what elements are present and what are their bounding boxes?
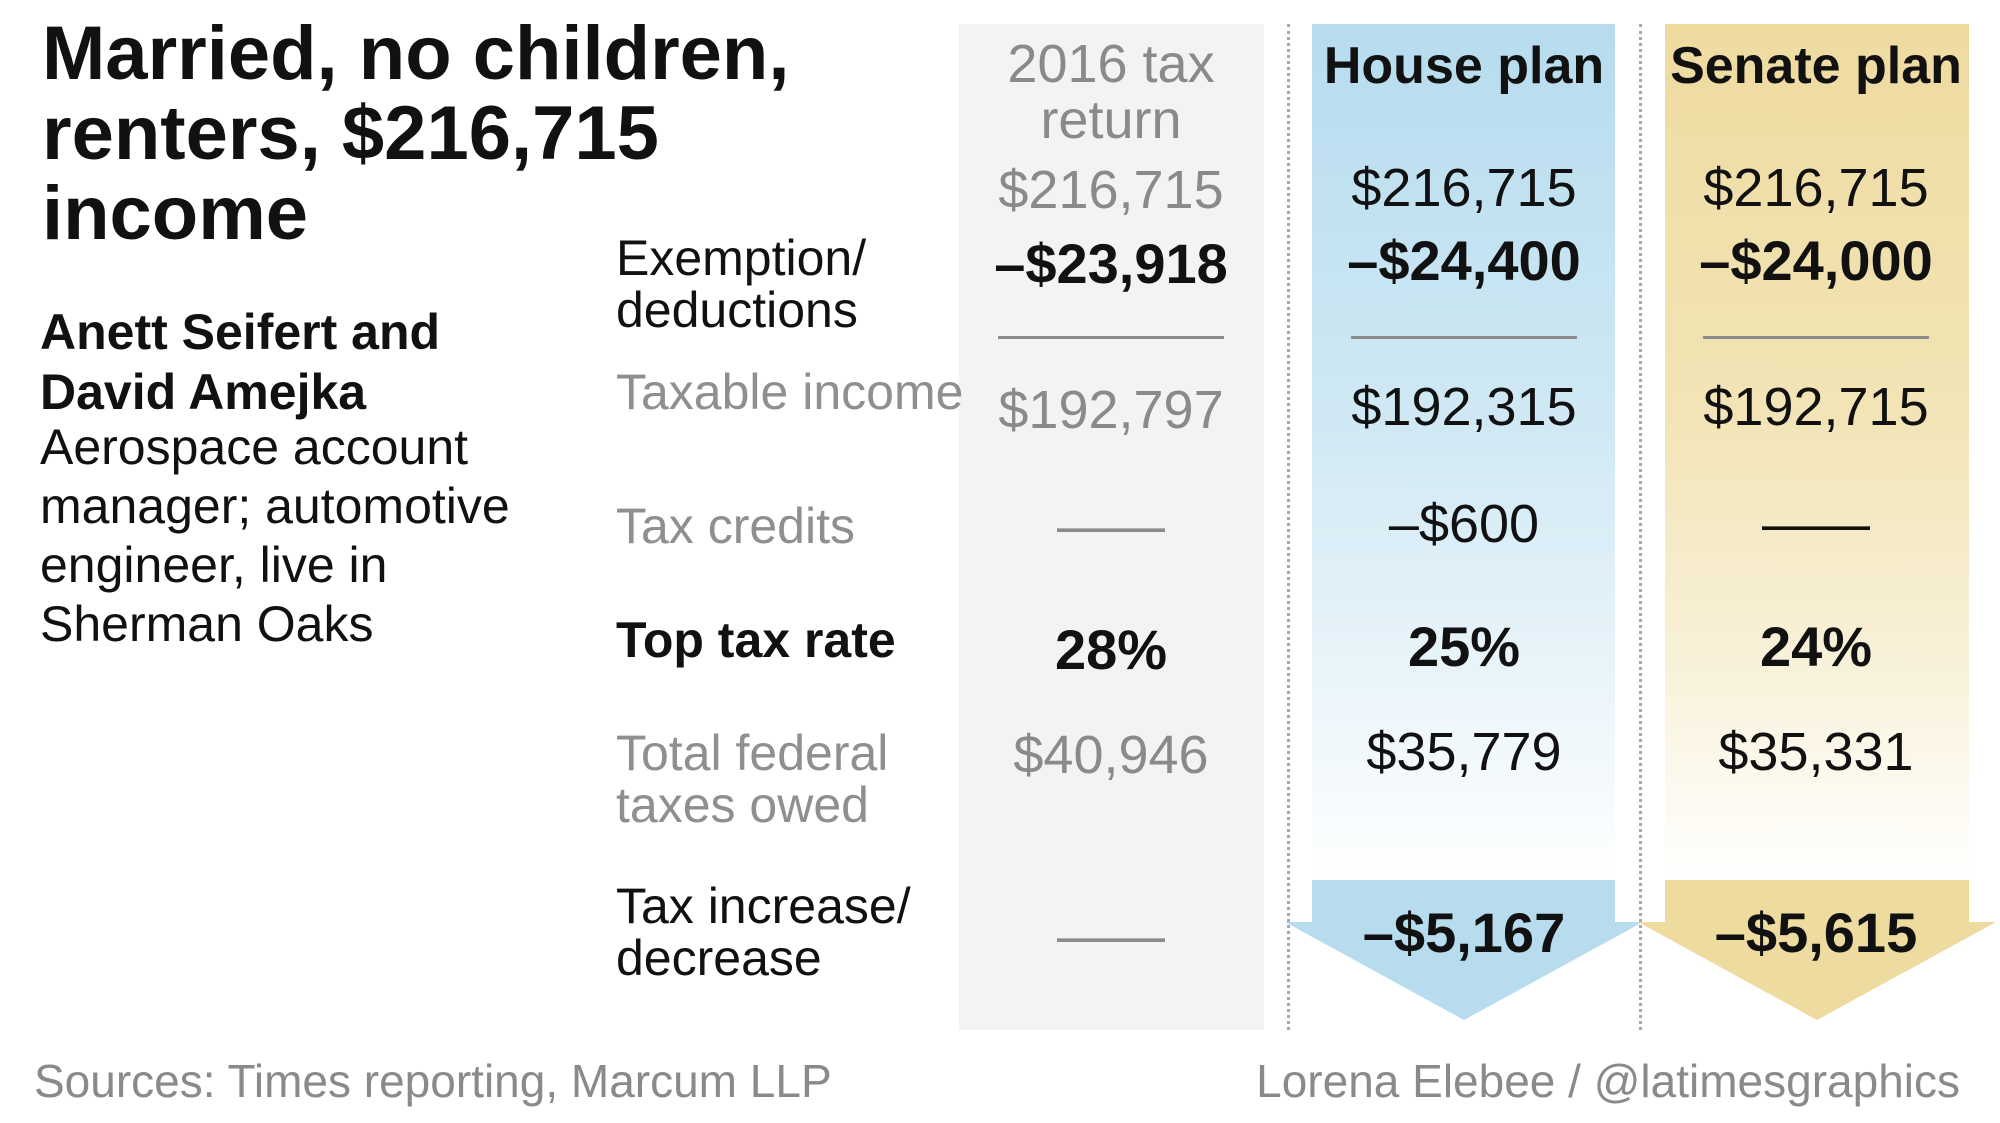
cell-deductions-2016: –$23,918 — [994, 232, 1228, 295]
cell-income-senate: $216,715 — [1703, 158, 1929, 218]
cell-deductions-senate: –$24,000 — [1699, 229, 1933, 292]
house-arrow — [1285, 880, 1643, 1020]
senate-arrow-shape — [1638, 880, 1996, 1020]
column-background-2016 — [959, 24, 1264, 1030]
cell-taxes-2016: $40,946 — [1013, 725, 1209, 785]
cell-rate-house: 25% — [1407, 615, 1521, 678]
column-header-2016: 2016 tax return — [1007, 34, 1215, 150]
column-header-senate: Senate plan — [1670, 37, 1962, 95]
cell-credits-house: –$600 — [1388, 494, 1540, 554]
column-divider-2 — [1639, 24, 1642, 1030]
cell-income-house: $216,715 — [1351, 158, 1577, 218]
sum-rule-2016 — [998, 336, 1224, 339]
sum-rule-house — [1351, 336, 1577, 339]
people-names: Anett Seifert and David Amejka — [40, 304, 441, 420]
cell-taxable-senate: $192,715 — [1703, 377, 1929, 437]
column-header-house: House plan — [1323, 37, 1605, 95]
row-label-total-taxes: Total federal taxes owed — [616, 725, 889, 833]
column-background-house — [1312, 24, 1615, 884]
cell-taxes-house: $35,779 — [1366, 722, 1562, 782]
row-label-tax-credits: Tax credits — [616, 498, 855, 554]
sum-rule-senate — [1703, 336, 1929, 339]
cell-income-2016: $216,715 — [998, 160, 1224, 220]
cell-taxable-house: $192,315 — [1351, 377, 1577, 437]
cell-rate-senate: 24% — [1759, 615, 1873, 678]
row-label-deductions: Exemption/ deductions — [616, 230, 867, 338]
cell-change-2016: —— — [1057, 906, 1165, 966]
row-label-taxable-income: Taxable income — [616, 364, 964, 420]
cell-change-senate: –$5,615 — [1714, 901, 1918, 964]
cell-taxable-2016: $192,797 — [998, 380, 1224, 440]
cell-credits-2016: —— — [1057, 496, 1165, 556]
sources-note: Sources: Times reporting, Marcum LLP — [34, 1055, 832, 1107]
chart-title: Married, no children, renters, $216,715 … — [42, 11, 790, 256]
cell-change-house: –$5,167 — [1362, 901, 1566, 964]
column-divider-1 — [1287, 24, 1290, 1030]
occupation-text: Aerospace account manager; automotive en… — [40, 419, 510, 652]
cell-credits-senate: —— — [1762, 494, 1870, 554]
cell-deductions-house: –$24,400 — [1347, 229, 1581, 292]
credit-line: Lorena Elebee / @latimesgraphics — [1256, 1055, 1960, 1107]
column-background-senate — [1665, 24, 1969, 884]
row-label-top-tax-rate: Top tax rate — [616, 612, 896, 668]
house-arrow-shape — [1285, 880, 1643, 1020]
cell-taxes-senate: $35,331 — [1718, 722, 1914, 782]
cell-rate-2016: 28% — [1054, 618, 1168, 681]
senate-arrow — [1638, 880, 1996, 1020]
row-label-tax-change: Tax increase/ decrease — [616, 878, 911, 986]
